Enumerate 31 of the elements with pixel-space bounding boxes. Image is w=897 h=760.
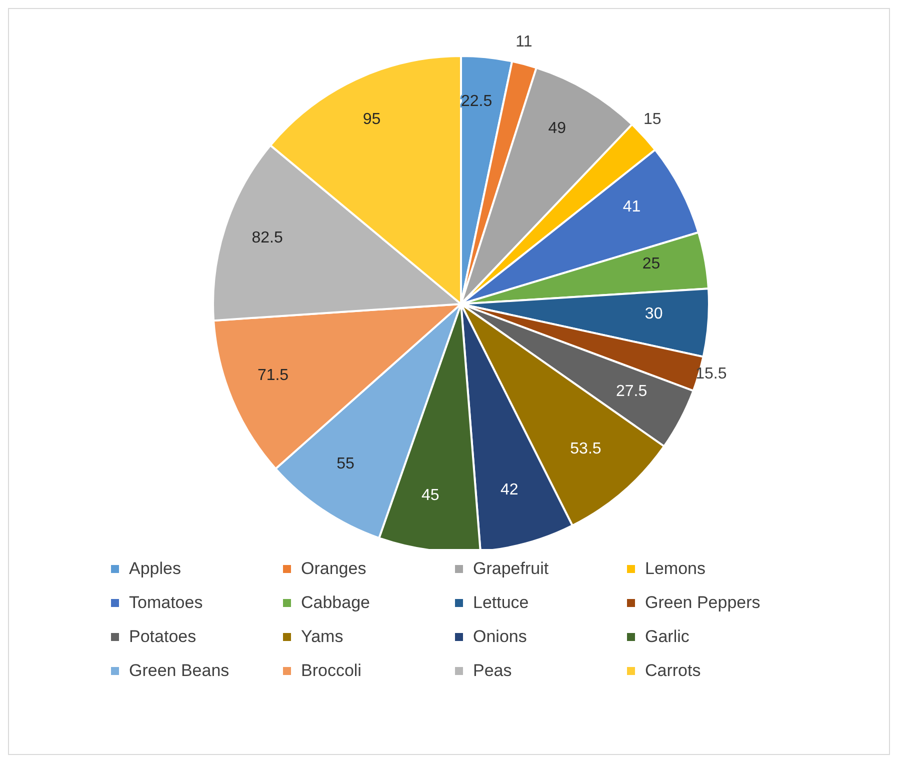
data-label: 41 (622, 198, 641, 216)
data-label: 55 (336, 455, 355, 472)
data-label: 42 (500, 482, 518, 499)
data-label: 82.5 (252, 229, 283, 246)
legend-label: Green Peppers (645, 593, 760, 613)
legend-label: Apples (129, 559, 181, 579)
data-label: 11 (516, 33, 532, 50)
legend-label: Onions (473, 627, 527, 647)
data-label: 15 (643, 111, 662, 128)
data-label: 25 (642, 255, 660, 272)
legend-label: Peas (473, 661, 512, 681)
data-label: 95 (362, 110, 381, 128)
legend-label: Garlic (645, 627, 690, 647)
legend-label: Lettuce (473, 593, 529, 613)
legend-label: Tomatoes (129, 593, 203, 613)
legend-label: Potatoes (129, 627, 196, 647)
legend-label: Oranges (301, 559, 366, 579)
legend-label: Green Beans (129, 661, 230, 681)
data-label: 15.5 (696, 366, 727, 383)
legend-label: Yams (301, 627, 344, 647)
legend-label: Broccoli (301, 661, 362, 681)
legend-label: Grapefruit (473, 559, 549, 579)
legend-label: Lemons (645, 559, 706, 579)
data-label: 27.5 (616, 382, 648, 400)
data-label: 53.5 (570, 440, 602, 458)
data-label: 45 (422, 487, 440, 504)
data-label: 71.5 (257, 367, 289, 384)
legend-label: Carrots (645, 661, 701, 681)
data-label: 30 (644, 306, 663, 323)
legend-label: Cabbage (301, 593, 370, 613)
data-label: 49 (548, 120, 566, 137)
